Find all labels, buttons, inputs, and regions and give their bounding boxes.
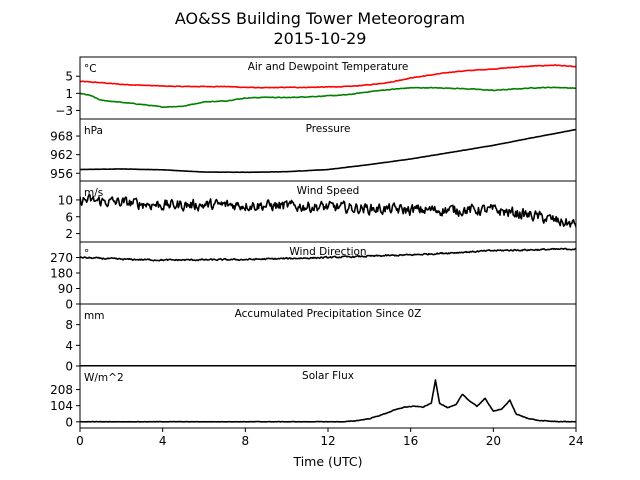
wspd-unit-label: m/s	[84, 187, 103, 199]
wspd-y-tick-label: 2	[65, 227, 73, 241]
pres-y-tick-label: 956	[50, 167, 73, 181]
x-tick-label: 20	[486, 434, 501, 448]
pres-y-tick-label: 968	[50, 130, 73, 144]
temp-unit-label: °C	[84, 63, 97, 75]
panel-precip: 0 4 8 mm Accumulated Precipitation Since 0Z	[65, 303, 577, 374]
wdir-panel-title: Wind Direction	[289, 246, 366, 258]
x-tick-label: 12	[320, 434, 335, 448]
chart-title-line2: 2015-10-29	[274, 29, 367, 48]
x-tick-label: 16	[403, 434, 418, 448]
solar-y-tick-label: 104	[50, 399, 73, 413]
temp-y-tick-label: −3	[55, 104, 73, 118]
pres-panel-title: Pressure	[306, 123, 351, 135]
pres-series-line-0	[80, 128, 576, 174]
temp-y-tick-label: 5	[65, 70, 73, 84]
wdir-y-tick-label: 0	[65, 298, 73, 312]
panel-wspd: 2 6 10 m/s Wind Speed	[58, 180, 577, 243]
precip-panel-title: Accumulated Precipitation Since 0Z	[235, 308, 422, 320]
wdir-y-tick-label: 180	[50, 267, 73, 281]
temp-series-line-1	[80, 86, 576, 109]
chart-title-line1: AO&SS Building Tower Meteorogram	[175, 9, 465, 28]
x-tick-label: 8	[242, 434, 250, 448]
panels: −3 1 5 °C Air and Dewpoint Temperature 956 962…	[50, 56, 577, 429]
wspd-y-tick-label: 10	[58, 193, 73, 207]
pres-unit-label: hPa	[84, 125, 103, 137]
wspd-series-line-0	[80, 194, 576, 228]
x-tick-label: 0	[76, 434, 84, 448]
wspd-panel-title: Wind Speed	[297, 185, 360, 197]
x-axis-label: Time (UTC)	[292, 454, 362, 469]
precip-y-tick-label: 4	[65, 339, 73, 353]
temp-y-tick-label: 1	[65, 87, 73, 101]
temp-panel-title: Air and Dewpoint Temperature	[248, 61, 409, 73]
panel-solar: 0 104 208 W/m^2 Solar Flux	[50, 365, 577, 429]
x-tick-label: 24	[568, 434, 583, 448]
solar-panel-title: Solar Flux	[302, 370, 354, 382]
x-axis: 0 4 8 12 16 20 24	[76, 428, 584, 448]
wdir-y-tick-label: 90	[58, 282, 73, 296]
precip-unit-label: mm	[84, 310, 104, 322]
solar-y-tick-label: 0	[65, 415, 73, 429]
precip-y-tick-label: 0	[65, 360, 73, 374]
solar-series-line-0	[80, 379, 576, 423]
wdir-y-tick-label: 270	[50, 251, 73, 265]
wspd-y-tick-label: 6	[65, 210, 73, 224]
panel-pres: 956 962 968 hPa Pressure	[50, 118, 577, 182]
temp-series-line-0	[80, 64, 576, 89]
precip-y-tick-label: 8	[65, 318, 73, 332]
wdir-series-line-0	[80, 247, 576, 262]
solar-unit-label: W/m^2	[84, 372, 124, 384]
solar-y-tick-label: 208	[50, 383, 73, 397]
x-tick-label: 4	[159, 434, 167, 448]
panel-temp: −3 1 5 °C Air and Dewpoint Temperature	[55, 56, 577, 120]
pres-y-tick-label: 962	[50, 148, 73, 162]
wdir-unit-label: °	[84, 248, 89, 260]
